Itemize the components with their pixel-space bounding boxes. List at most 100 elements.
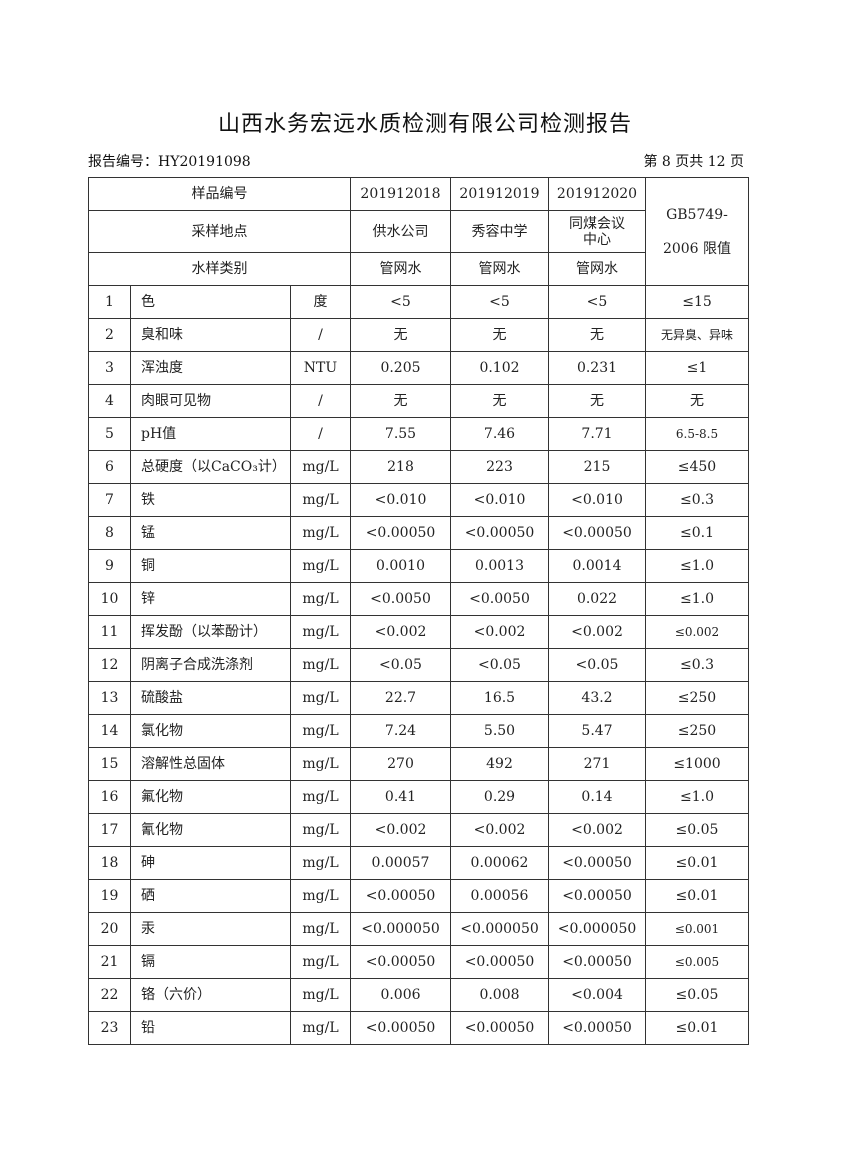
result-3: <0.00050 <box>548 516 646 550</box>
result-1: <0.002 <box>350 615 451 649</box>
item-name: 氰化物 <box>130 813 291 847</box>
row-number: 12 <box>88 648 131 682</box>
location: 秀容中学 <box>450 210 549 253</box>
result-3: 7.71 <box>548 417 646 451</box>
result-1: <0.0050 <box>350 582 451 616</box>
result-3: 0.0014 <box>548 549 646 583</box>
table-row: 23 铅 mg/L <0.00050 <0.00050 <0.00050 ≤0.01 <box>88 1011 749 1045</box>
table-row: 20 汞 mg/L <0.000050 <0.000050 <0.000050 ≤0.001 <box>88 912 749 946</box>
limit: 无异臭、异味 <box>645 318 749 352</box>
item-name: 铬（六价） <box>130 978 291 1012</box>
table-row: 6 总硬度（以CaCO₃计） mg/L 218 223 215 ≤450 <box>88 450 749 484</box>
result-3: <0.05 <box>548 648 646 682</box>
unit: mg/L <box>290 912 351 946</box>
row-number: 13 <box>88 681 131 715</box>
row-number: 4 <box>88 384 131 418</box>
result-1: 7.24 <box>350 714 451 748</box>
item-name: 硒 <box>130 879 291 913</box>
result-1: 无 <box>350 318 451 352</box>
row-number: 14 <box>88 714 131 748</box>
unit: mg/L <box>290 582 351 616</box>
row-number: 15 <box>88 747 131 781</box>
table-row: 14 氯化物 mg/L 7.24 5.50 5.47 ≤250 <box>88 714 749 748</box>
item-name: 浑浊度 <box>130 351 291 385</box>
row-number: 3 <box>88 351 131 385</box>
result-2: <0.002 <box>450 813 549 847</box>
sample-number: 201912019 <box>450 177 549 211</box>
unit: mg/L <box>290 747 351 781</box>
limit: ≤1 <box>645 351 749 385</box>
limit: ≤0.05 <box>645 813 749 847</box>
result-1: 0.0010 <box>350 549 451 583</box>
result-2: <0.00050 <box>450 945 549 979</box>
result-2: 5.50 <box>450 714 549 748</box>
result-2: 无 <box>450 318 549 352</box>
result-1: <0.000050 <box>350 912 451 946</box>
limit: ≤15 <box>645 285 749 319</box>
limit: ≤250 <box>645 681 749 715</box>
limit: ≤1.0 <box>645 582 749 616</box>
result-1: <5 <box>350 285 451 319</box>
limit: ≤0.002 <box>645 615 749 649</box>
limit: ≤0.01 <box>645 879 749 913</box>
limit: ≤0.005 <box>645 945 749 979</box>
result-2: 0.0013 <box>450 549 549 583</box>
result-3: 无 <box>548 318 646 352</box>
unit: mg/L <box>290 450 351 484</box>
page-info: 第 8 页共 12 页 <box>643 154 744 170</box>
result-3: <0.00050 <box>548 1011 646 1045</box>
result-3: <0.002 <box>548 813 646 847</box>
result-3: <0.000050 <box>548 912 646 946</box>
table-row: 3 浑浊度 NTU 0.205 0.102 0.231 ≤1 <box>88 351 749 385</box>
item-name: 砷 <box>130 846 291 880</box>
result-2: <0.05 <box>450 648 549 682</box>
sample-number: 201912020 <box>548 177 646 211</box>
result-1: <0.00050 <box>350 1011 451 1045</box>
unit: mg/L <box>290 780 351 814</box>
item-name: 臭和味 <box>130 318 291 352</box>
result-3: <0.010 <box>548 483 646 517</box>
row-number: 16 <box>88 780 131 814</box>
unit: mg/L <box>290 846 351 880</box>
row-number: 6 <box>88 450 131 484</box>
table-row: 21 镉 mg/L <0.00050 <0.00050 <0.00050 ≤0.005 <box>88 945 749 979</box>
result-2: 7.46 <box>450 417 549 451</box>
item-name: 铜 <box>130 549 291 583</box>
report-number: 报告编号：HY20191098 <box>88 154 251 170</box>
location-label: 采样地点 <box>88 210 351 253</box>
unit: mg/L <box>290 714 351 748</box>
result-1: 0.41 <box>350 780 451 814</box>
table-row: 4 肉眼可见物 / 无无无无 <box>88 384 749 418</box>
unit: mg/L <box>290 615 351 649</box>
result-3: <0.00050 <box>548 846 646 880</box>
type-label: 水样类别 <box>88 252 351 286</box>
item-name: 溶解性总固体 <box>130 747 291 781</box>
type-row: 水样类别 管网水 管网水 管网水 <box>88 252 749 286</box>
table-row: 7 铁 mg/L <0.010 <0.010 <0.010 ≤0.3 <box>88 483 749 517</box>
result-1: 270 <box>350 747 451 781</box>
item-name: 镉 <box>130 945 291 979</box>
result-2: <0.010 <box>450 483 549 517</box>
limit: ≤1.0 <box>645 780 749 814</box>
item-name: 阴离子合成洗涤剂 <box>130 648 291 682</box>
result-1: 0.205 <box>350 351 451 385</box>
result-2: 0.00062 <box>450 846 549 880</box>
location: 同煤会议中心 <box>548 210 646 253</box>
result-2: 无 <box>450 384 549 418</box>
table-row: 15 溶解性总固体 mg/L 270 492 271 ≤1000 <box>88 747 749 781</box>
limit: ≤0.3 <box>645 483 749 517</box>
unit: mg/L <box>290 516 351 550</box>
row-number: 22 <box>88 978 131 1012</box>
table-row: 11 挥发酚（以苯酚计） mg/L <0.002 <0.002 <0.002 ≤0.002 <box>88 615 749 649</box>
result-2: 492 <box>450 747 549 781</box>
item-name: 氟化物 <box>130 780 291 814</box>
row-number: 21 <box>88 945 131 979</box>
result-3: 215 <box>548 450 646 484</box>
unit: mg/L <box>290 648 351 682</box>
item-name: 肉眼可见物 <box>130 384 291 418</box>
result-2: <0.000050 <box>450 912 549 946</box>
limit: ≤0.01 <box>645 1011 749 1045</box>
result-2: 0.102 <box>450 351 549 385</box>
unit: mg/L <box>290 879 351 913</box>
result-1: 218 <box>350 450 451 484</box>
